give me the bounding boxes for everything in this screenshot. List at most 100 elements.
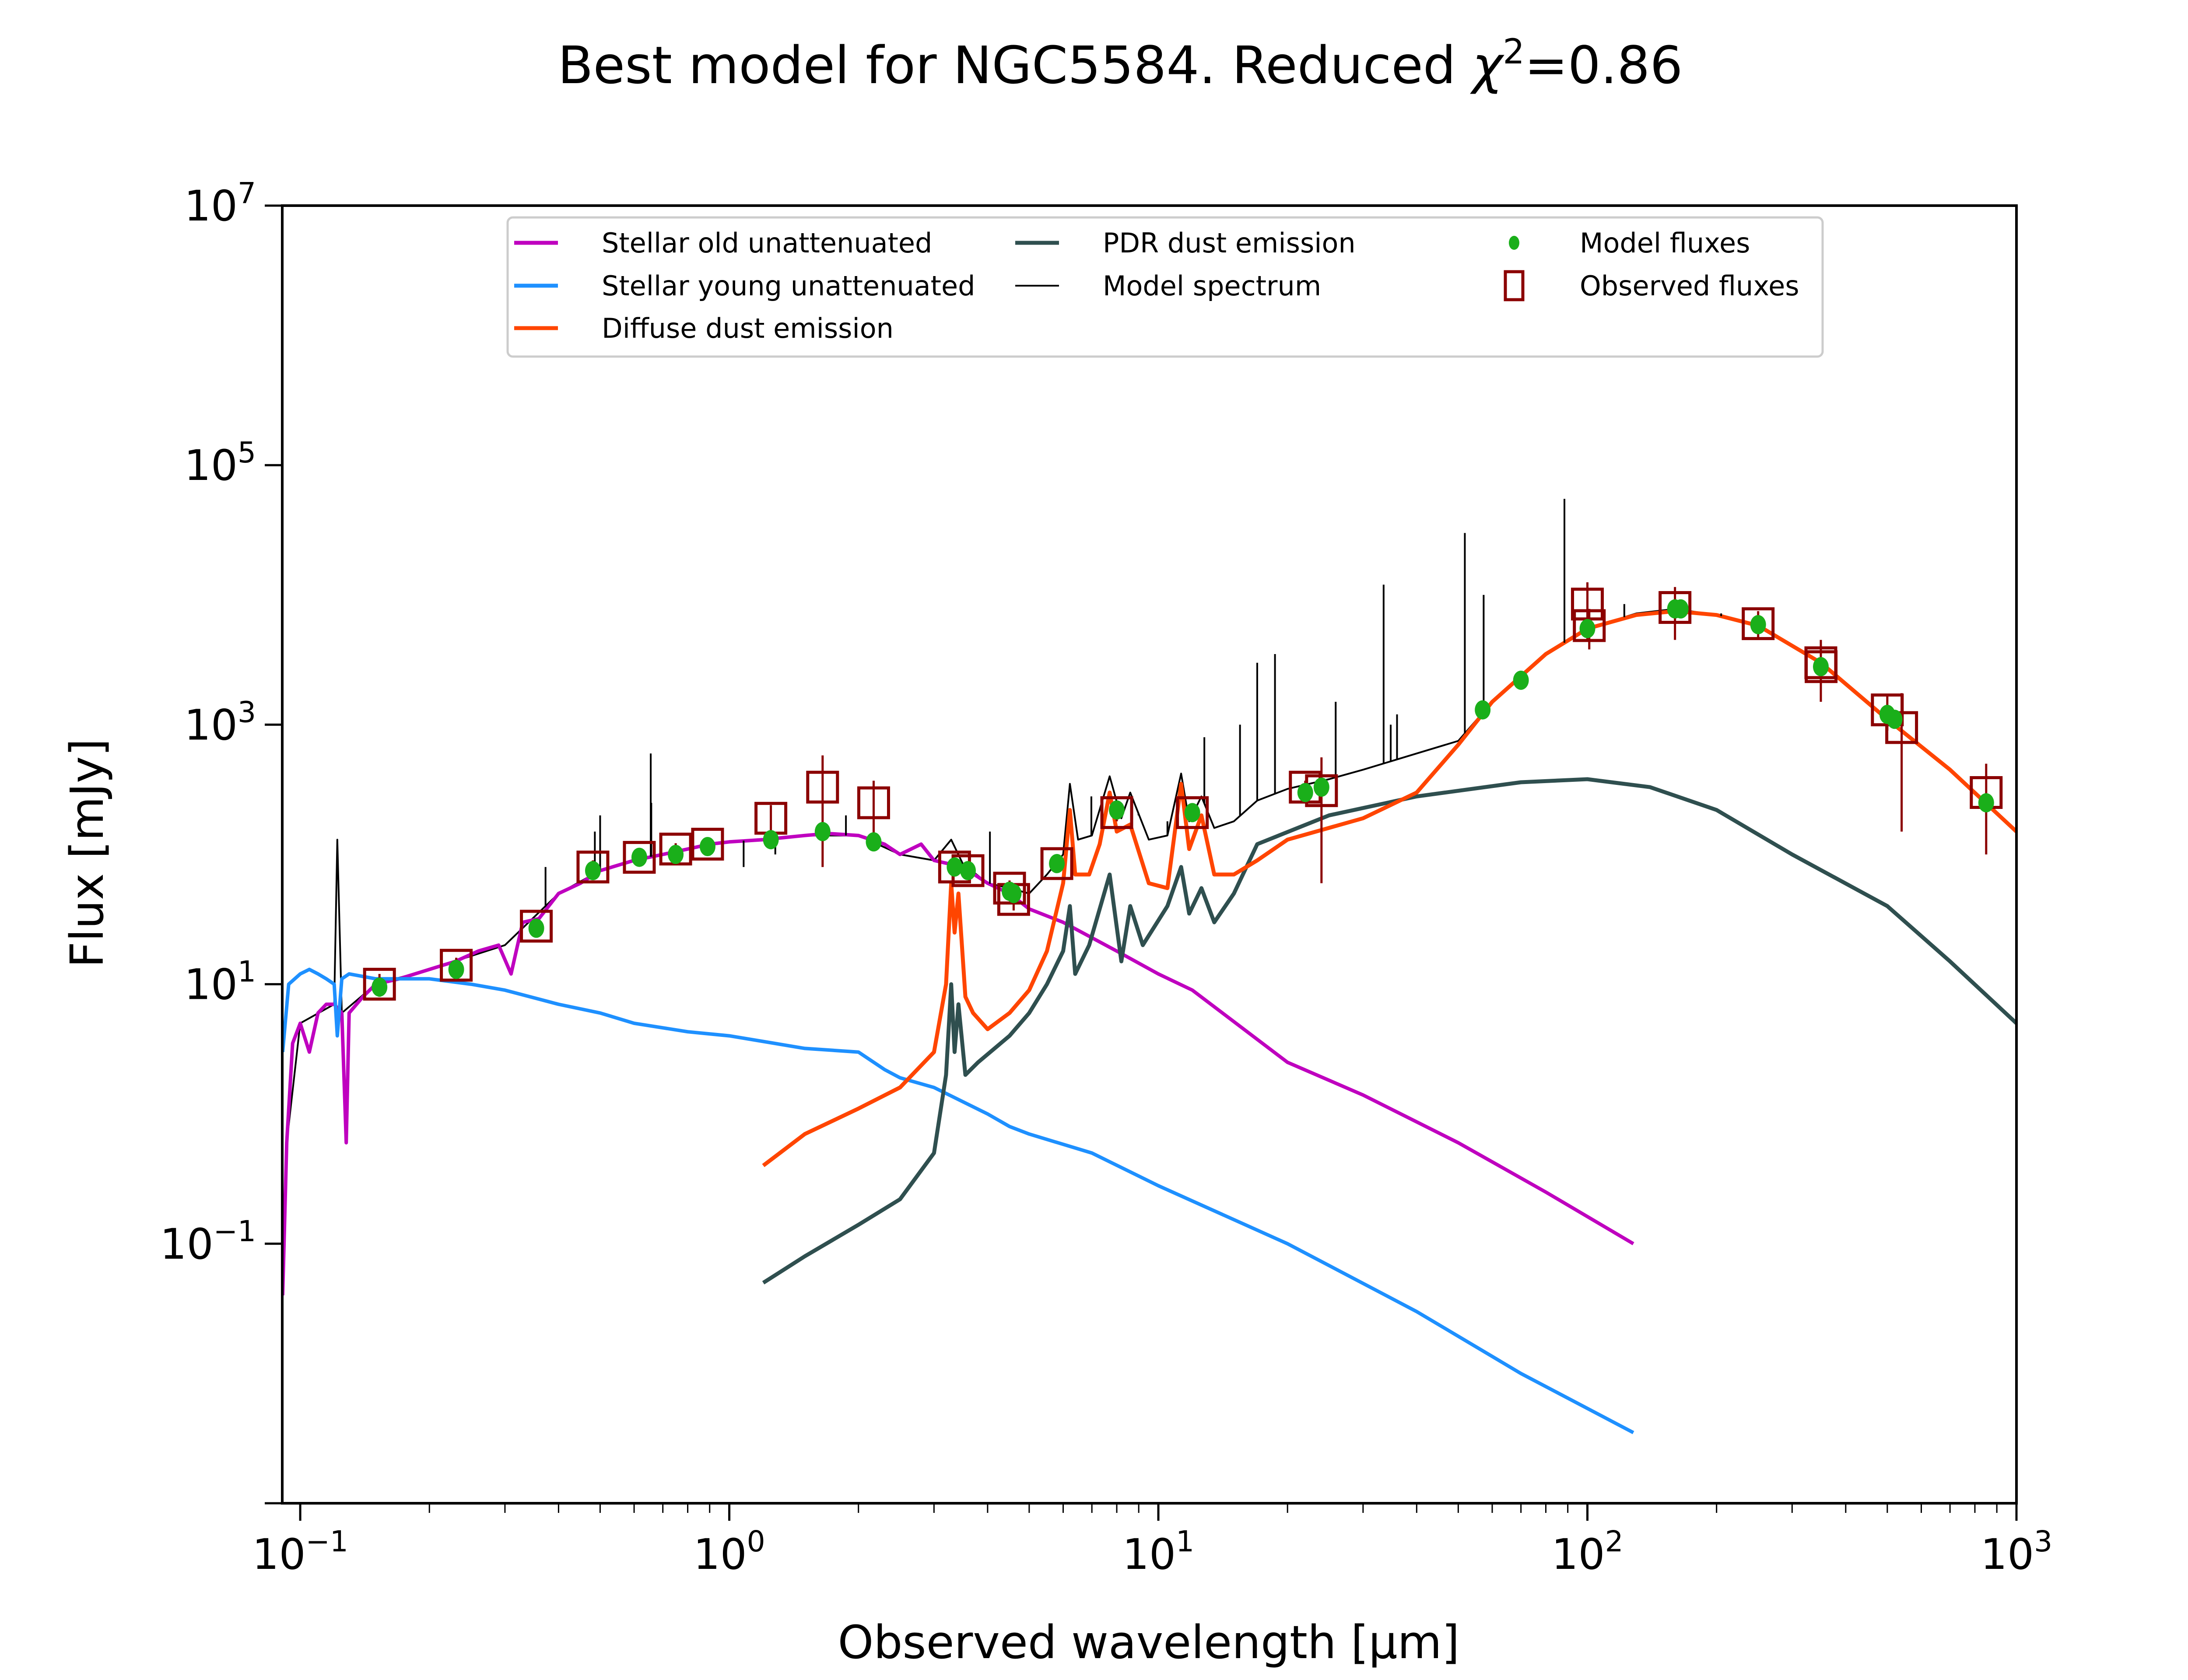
model-flux-point	[1006, 884, 1022, 903]
x-tick-label-base: 10	[1981, 1530, 2034, 1579]
series-stellar-old-unattenuated	[282, 832, 1634, 1295]
model-flux-point	[1313, 777, 1329, 797]
plot-frame	[281, 204, 2018, 1505]
model-flux-point	[1579, 619, 1595, 638]
x-tick-label-exponent: 2	[1605, 1525, 1623, 1558]
model-flux-point	[699, 836, 715, 856]
y-tick-label: 103	[184, 695, 256, 749]
observed-flux-marker	[623, 841, 656, 874]
chart-title: Best model for NGC5584. Reduced χ2=0.86	[558, 32, 1683, 95]
observed-flux-marker	[691, 828, 724, 861]
observed-flux-marker	[1176, 796, 1209, 829]
legend-item: Model fluxes	[1509, 227, 1750, 259]
y-tick-label-exponent: 5	[238, 436, 256, 469]
legend-label: Diffuse dust emission	[602, 312, 894, 344]
model-flux-point	[1049, 854, 1065, 873]
x-tick-label-exponent: 1	[1176, 1525, 1194, 1558]
observed-flux-marker	[1571, 588, 1604, 621]
model-flux-point	[631, 847, 647, 867]
series-stellar-young-unattenuated	[282, 967, 1634, 1435]
observed-flux-marker	[806, 770, 839, 804]
model-flux-point	[1813, 657, 1829, 676]
model-flux-point	[1109, 800, 1125, 820]
y-tick-label: 107	[184, 176, 256, 231]
observed-flux-marker	[993, 872, 1026, 905]
model-flux-point	[1978, 793, 1994, 812]
observed-flux-marker	[1573, 609, 1606, 642]
observed-flux-marker	[857, 786, 890, 819]
legend-label: Model spectrum	[1103, 270, 1321, 302]
series-layer	[282, 499, 2016, 1435]
model-flux-point	[372, 977, 388, 997]
model-flux-point	[1184, 803, 1200, 822]
y-tick-label-base: 10	[184, 700, 238, 749]
x-tick-label-base: 10	[1551, 1530, 1605, 1579]
model-flux-point	[1750, 615, 1766, 634]
x-axis: 10−1 100 101 102 103	[252, 1503, 2052, 1579]
model-flux-point	[1673, 599, 1689, 619]
observed-flux-marker	[520, 910, 553, 943]
model-flux-point	[1475, 700, 1491, 720]
legend-box	[506, 216, 1824, 358]
y-tick-label: 10−1	[160, 1214, 256, 1269]
chart-title-superscript: 2	[1503, 32, 1525, 72]
y-tick-label-exponent: 3	[238, 695, 256, 729]
model-flux-point	[668, 845, 684, 864]
model-flux-point	[1886, 710, 1903, 729]
y-tick-label: 105	[184, 436, 256, 490]
model-flux-point	[1513, 670, 1529, 690]
observed-flux-marker	[440, 948, 473, 982]
chart-title-prefix: Best model for NGC5584. Reduced	[558, 35, 1473, 95]
x-tick-label: 10−1	[252, 1525, 348, 1579]
x-tick-label-base: 10	[693, 1530, 747, 1579]
legend-item: Observed fluxes	[1504, 270, 1799, 302]
y-tick-label-exponent: 1	[238, 955, 256, 989]
y-tick-label-exponent: 7	[238, 176, 256, 210]
model-flux-point	[866, 832, 882, 852]
chart-title-chi: χ	[1469, 35, 1504, 95]
observed-flux-marker	[1805, 650, 1838, 683]
x-tick-label: 101	[1122, 1525, 1194, 1579]
legend-item: PDR dust emission	[1015, 227, 1356, 259]
legend-label: Observed fluxes	[1580, 270, 1799, 302]
y-axis-label: Flux [mJy]	[60, 738, 114, 968]
legend-item: Model spectrum	[1015, 270, 1321, 302]
y-tick-label-exponent: −1	[214, 1214, 256, 1248]
model-flux-point	[528, 918, 544, 938]
series-pdr-dust-emission	[762, 777, 2016, 1284]
x-tick-label-exponent: 3	[2034, 1525, 2052, 1558]
legend-label: Model fluxes	[1580, 227, 1750, 259]
model-flux-point	[947, 857, 963, 877]
series-diffuse-dust-emission	[762, 609, 2016, 1167]
x-tick-label: 102	[1551, 1525, 1623, 1579]
model-flux-point	[585, 861, 601, 881]
x-tick-label-exponent: −1	[306, 1525, 348, 1558]
x-tick-label: 100	[693, 1525, 765, 1579]
model-flux-point	[763, 830, 779, 850]
legend-item: Diffuse dust emission	[514, 312, 894, 344]
y-tick-label-base: 10	[160, 1220, 214, 1269]
legend-label: PDR dust emission	[1103, 227, 1356, 259]
model-flux-point	[448, 959, 464, 979]
x-tick-label-base: 10	[1122, 1530, 1176, 1579]
observed-flux-marker	[1659, 591, 1692, 624]
legend-swatch-square	[1504, 270, 1525, 301]
model-flux-point	[814, 822, 831, 841]
legend-label: Stellar old unattenuated	[602, 227, 932, 259]
observed-flux-marker	[363, 968, 396, 1001]
y-tick-label: 101	[184, 955, 256, 1009]
legend-swatch-dot	[1509, 236, 1519, 250]
chart-title-suffix: =0.86	[1525, 35, 1683, 95]
observed-flux-marker	[1742, 607, 1775, 640]
x-axis-label: Observed wavelength [μm]	[838, 1616, 1460, 1669]
y-tick-label-base: 10	[184, 960, 238, 1009]
observed-flux-marker	[1040, 847, 1073, 880]
x-tick-label-exponent: 0	[747, 1525, 765, 1558]
legend-label: Stellar young unattenuated	[602, 270, 975, 302]
observed-flux-marker	[576, 850, 610, 884]
observed-flux-marker	[1885, 711, 1918, 744]
legend-item: Stellar young unattenuated	[514, 270, 975, 302]
x-tick-label: 103	[1981, 1525, 2052, 1579]
